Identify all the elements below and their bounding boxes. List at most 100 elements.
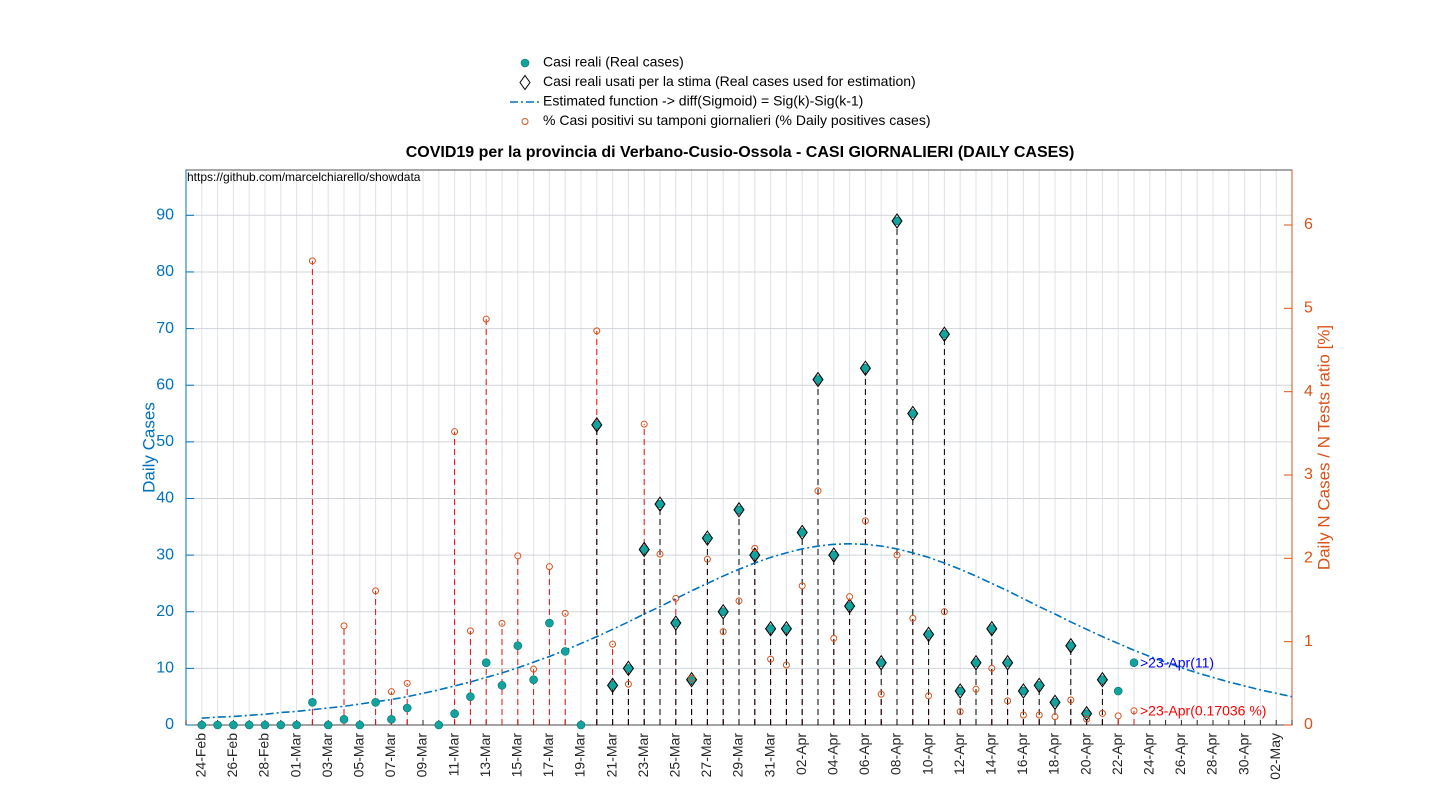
point [323,720,333,730]
y2-tick-label: 6 [1304,216,1313,233]
diamond-marker [1080,705,1093,722]
diamond-marker [954,683,966,699]
x-tick-label: 05-Mar [351,733,367,778]
point [846,593,854,601]
point [308,257,316,265]
point [955,686,965,696]
point [688,674,696,682]
point [197,720,207,730]
point [229,720,238,730]
point [434,720,444,730]
x-tick-label: 31-Mar [761,733,777,778]
point [402,703,412,713]
point [672,594,680,602]
diamond-marker [1049,694,1061,711]
x-tick-label: 07-Mar [382,733,398,778]
point [260,720,270,730]
point [545,563,553,571]
point [735,597,743,605]
point [308,698,317,707]
y-tick-label: 10 [156,660,174,677]
point [814,487,822,495]
diamond-marker [591,416,603,433]
point [782,624,791,634]
x-tick-label: 14-Apr [983,733,999,775]
x-tick-label: 15-Mar [509,733,525,778]
point [609,640,617,648]
point [988,664,996,672]
point [940,608,948,616]
y-tick-label: 0 [165,716,174,733]
point [640,420,648,428]
x-tick-label: 08-Apr [888,733,904,775]
point [1003,658,1012,668]
x-tick-label: 30-Apr [1235,733,1251,775]
x-tick-label: 19-Mar [572,733,588,778]
x-tick-label: 16-Apr [1014,733,1030,775]
y2-tick-label: 1 [1304,633,1313,650]
point [1113,686,1123,696]
x-tick-label: 12-Apr [951,733,967,775]
point [909,614,917,622]
diamond-marker [606,677,619,694]
x-tick-label: 20-Apr [1077,733,1093,775]
point [861,517,869,525]
diamond-marker [764,620,777,637]
point [845,601,854,611]
point [813,375,823,384]
diamond-marker [828,547,840,563]
point [1130,707,1138,715]
diamond-marker [796,524,808,541]
point [1098,709,1106,717]
point [892,216,902,226]
point [387,688,395,696]
point [1066,641,1076,651]
y-tick-label: 90 [156,207,174,224]
point [1019,711,1027,719]
diamond-marker [938,326,951,343]
point [466,692,475,701]
point [593,327,601,335]
point [276,720,286,730]
point [656,550,664,558]
point [876,658,886,668]
y-tick-label: 20 [156,603,174,620]
point [592,420,602,430]
x-tick-label: 25-Mar [667,733,683,778]
point [1035,711,1043,719]
point [734,505,744,515]
x-tick-label: 23-Mar [635,733,651,778]
point [1114,712,1122,720]
x-tick-label: 28-Apr [1204,733,1220,775]
x-tick-label: 27-Mar [698,733,714,778]
point [703,555,711,563]
diamond-marker [970,654,982,671]
point [718,607,728,617]
legend-label: Estimated function -> diff(Sigmoid) = Si… [543,93,863,109]
y-axis-label: Daily Cases [139,402,158,493]
diamond-marker [1001,654,1014,671]
point [340,622,348,630]
point [576,720,586,730]
diamond-marker [749,547,761,563]
diamond-marker [1017,683,1030,699]
legend-marker [520,58,530,68]
diamond-marker [622,660,635,677]
y2-tick-label: 0 [1304,716,1313,733]
point [497,681,507,690]
point [1083,715,1091,723]
point [987,624,997,634]
point [482,315,490,323]
diamond-marker [907,405,919,422]
point [798,582,806,590]
point [703,533,712,543]
point [1098,675,1107,684]
point [355,720,365,730]
diamond-marker [733,501,745,518]
point [971,658,981,668]
point [766,624,775,634]
point [1034,681,1044,690]
x-tick-label: 26-Feb [224,733,240,778]
